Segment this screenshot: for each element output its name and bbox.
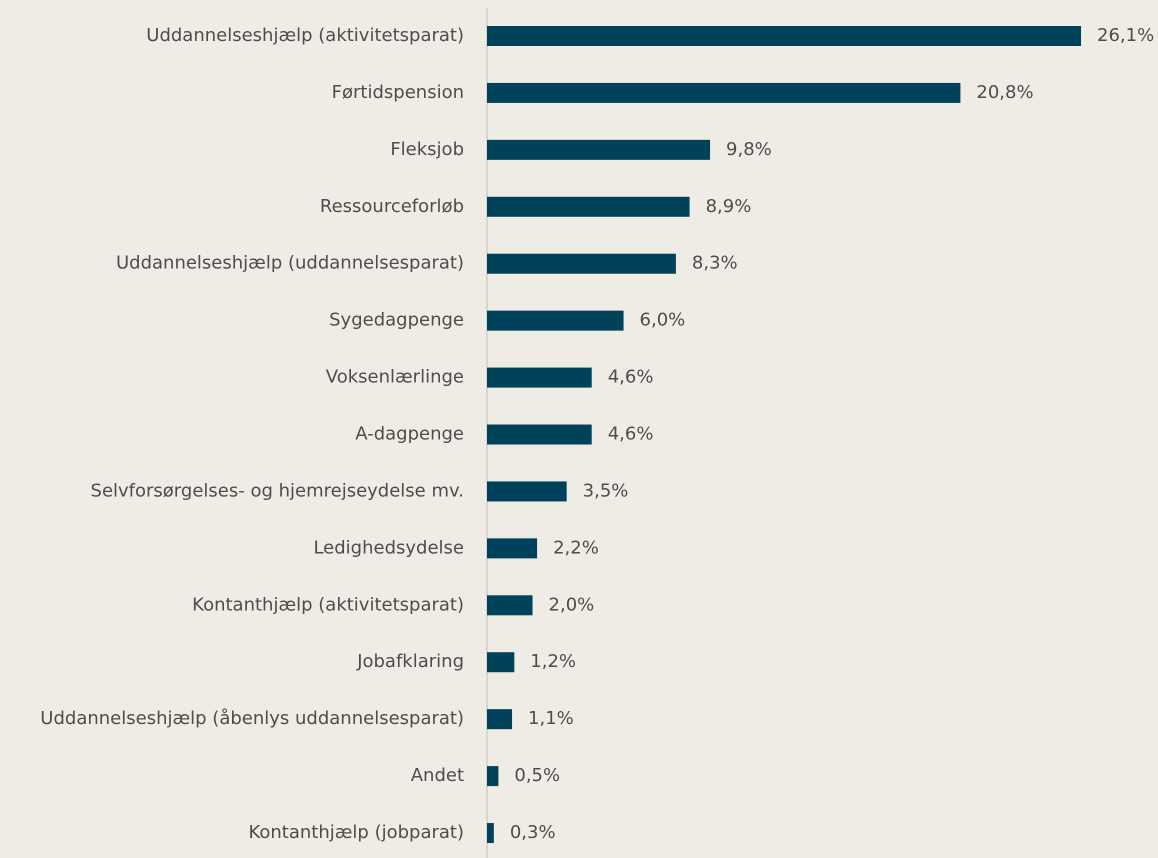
category-label: Førtidspension (332, 82, 464, 103)
category-label: Selvforsørgelses- og hjemrejseydelse mv. (91, 480, 464, 501)
bar (487, 253, 676, 274)
value-label: 6,0% (640, 310, 686, 331)
value-label: 3,5% (583, 480, 629, 501)
value-label: 2,2% (553, 537, 599, 558)
bar (487, 481, 567, 502)
bar (487, 595, 533, 616)
category-label: Ledighedsydelse (313, 537, 464, 558)
value-label: 0,5% (514, 765, 560, 786)
bar (487, 766, 499, 787)
value-label: 20,8% (976, 82, 1033, 103)
category-label: Ressourceforløb (320, 196, 464, 217)
bar (487, 652, 515, 673)
bar (487, 139, 711, 160)
value-label: 9,8% (726, 139, 772, 160)
bar (487, 26, 1082, 46)
category-label: Uddannelseshjælp (aktivitetsparat) (146, 25, 464, 46)
category-label: Jobafklaring (356, 651, 464, 672)
value-label: 8,9% (706, 196, 752, 217)
category-label: Uddannelseshjælp (åbenlys uddannelsespar… (40, 708, 464, 729)
value-label: 1,1% (528, 708, 574, 729)
category-label: Uddannelseshjælp (uddannelsesparat) (116, 253, 464, 274)
value-label: 1,2% (530, 651, 576, 672)
bar (487, 424, 592, 445)
category-label: Sygedagpenge (329, 310, 464, 331)
value-label: 0,3% (510, 822, 556, 843)
value-label: 4,6% (608, 367, 654, 388)
bar (487, 709, 513, 730)
value-label: 26,1% (1097, 25, 1154, 46)
category-label: Fleksjob (390, 139, 464, 160)
bar (487, 538, 538, 559)
category-label: A-dagpenge (355, 424, 464, 445)
bar (487, 82, 961, 103)
bar (487, 823, 494, 844)
value-label: 2,0% (549, 594, 595, 615)
value-label: 8,3% (692, 253, 738, 274)
bar (487, 196, 690, 217)
category-label: Andet (411, 765, 464, 786)
value-label: 4,6% (608, 424, 654, 445)
category-label: Voksenlærlinge (326, 367, 464, 388)
bar (487, 367, 592, 388)
bar (487, 310, 624, 331)
category-label: Kontanthjælp (aktivitetsparat) (192, 594, 464, 615)
category-label: Kontanthjælp (jobparat) (248, 822, 464, 843)
